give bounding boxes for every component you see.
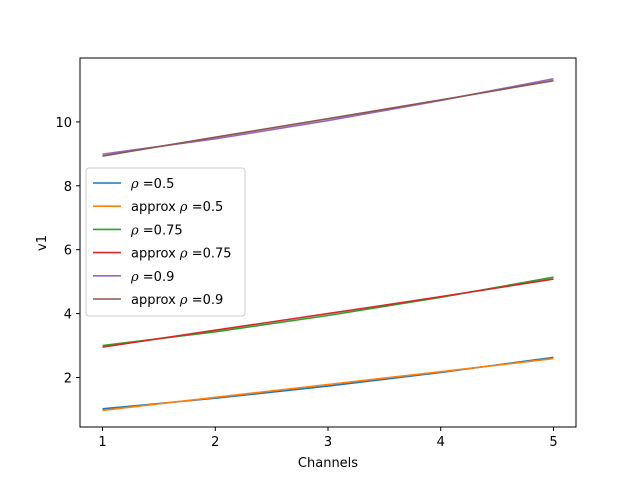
series-lines: [102, 78, 554, 412]
series-line: [102, 278, 554, 348]
legend-entry: ρ =0.75: [130, 223, 183, 238]
axis-ticks: 1 2 3 4 5 2 4 6 8 10: [55, 116, 557, 450]
x-tick-label: 1: [98, 435, 106, 450]
plot-frame: [79, 57, 577, 428]
legend-entry: approx ρ =0.75: [131, 247, 232, 262]
x-axis-label: Channels: [298, 456, 358, 471]
x-tick-label: 4: [437, 435, 445, 450]
legend-entry: approx ρ =0.5: [131, 200, 223, 215]
x-tick-label: 2: [211, 435, 219, 450]
y-tick-label: 8: [64, 180, 72, 195]
x-tick-label: 3: [324, 435, 332, 450]
legend-entry: approx ρ =0.9: [131, 293, 223, 308]
series-line: [102, 357, 554, 412]
legend-entry: ρ =0.9: [130, 270, 174, 285]
y-axis-label: v1: [35, 235, 50, 251]
y-tick-label: 10: [55, 116, 72, 131]
legend-entry: ρ =0.5: [130, 177, 174, 192]
legend-box: [85, 167, 246, 317]
legend: ρ =0.5 approx ρ =0.5 ρ =0.75 approx ρ =0.75…: [85, 167, 246, 317]
series-line: [102, 79, 554, 157]
y-tick-label: 6: [64, 244, 72, 259]
x-tick-label: 5: [549, 435, 557, 450]
y-tick-label: 4: [64, 308, 72, 323]
y-tick-label: 2: [64, 371, 72, 386]
